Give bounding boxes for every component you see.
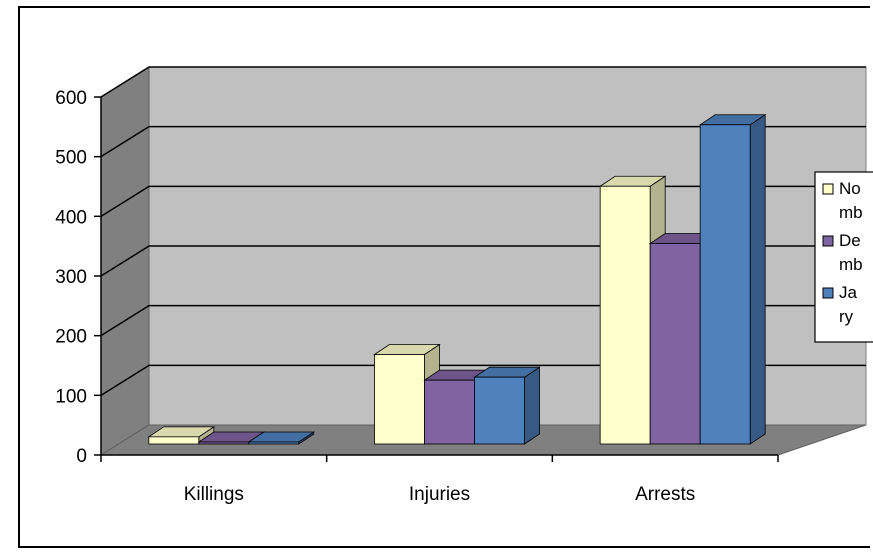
x-category-label: Killings [184, 484, 244, 505]
legend-label: ry [839, 307, 854, 326]
legend-swatch [822, 287, 834, 299]
bar-january-killings [247, 431, 316, 445]
bars [147, 114, 767, 445]
legend-label: No [839, 179, 861, 198]
x-category-labels: Killings Injuries Arrests [184, 484, 696, 505]
legend-swatch [822, 235, 834, 247]
bar-front [148, 436, 200, 445]
y-tick-label: 200 [55, 327, 87, 348]
y-tick-label: 600 [55, 88, 87, 109]
y-tick-labels: 0 100 200 300 400 500 600 [55, 88, 87, 467]
y-tick-label: 100 [55, 386, 87, 407]
y-tick-label: 400 [55, 207, 87, 228]
bar-january-injuries [473, 366, 541, 445]
legend-label: De [839, 231, 861, 250]
gridline [100, 66, 866, 98]
legend-label: mb [839, 203, 863, 222]
bar-side [524, 366, 540, 445]
y-tick-label: 500 [55, 148, 87, 169]
bar-side [749, 114, 766, 445]
legend-label: Ja [839, 283, 858, 302]
bar-november-injuries [373, 343, 441, 445]
axes [94, 96, 779, 462]
bar-front [699, 124, 751, 445]
bar-november-arrests [598, 175, 667, 445]
bar-front [248, 441, 300, 445]
bar-front [198, 441, 250, 445]
bar-front [599, 185, 651, 445]
bar-november-killings [147, 426, 216, 445]
bar-front [424, 379, 475, 445]
legend-label: mb [839, 255, 863, 274]
bar-front [374, 354, 425, 445]
legend: No mb De mb Ja ry [814, 171, 873, 343]
x-category-label: Injuries [409, 484, 470, 505]
bar-january-arrests [698, 114, 767, 445]
gridline [100, 125, 866, 158]
y-tick-label: 300 [55, 267, 87, 288]
legend-swatch [822, 183, 834, 195]
legend-box [814, 171, 873, 343]
bar-front [474, 376, 525, 445]
x-category-label: Arrests [635, 484, 695, 505]
y-tick-label: 0 [76, 446, 87, 467]
bar-front [649, 243, 701, 445]
